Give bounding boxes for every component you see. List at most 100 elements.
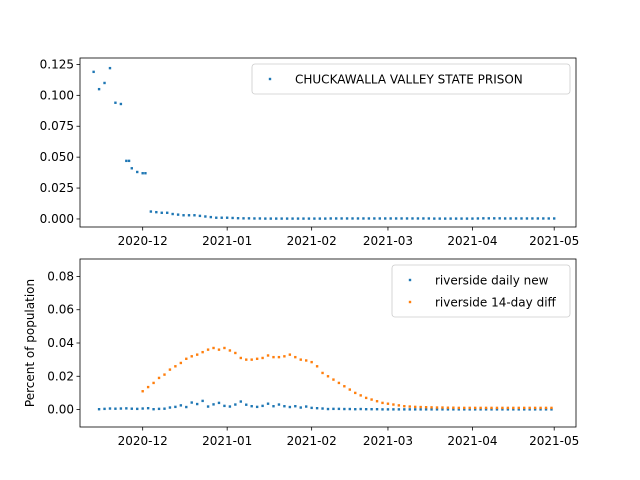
data-point bbox=[152, 381, 155, 385]
data-point bbox=[340, 217, 343, 220]
data-point bbox=[245, 403, 248, 406]
data-point bbox=[495, 408, 499, 411]
data-point bbox=[146, 385, 150, 389]
data-point bbox=[97, 87, 101, 91]
data-point bbox=[255, 405, 259, 409]
y-tick-label: 0.000 bbox=[40, 212, 74, 226]
data-point bbox=[490, 408, 493, 411]
data-point bbox=[446, 406, 450, 409]
x-tick-label: 2021-03 bbox=[363, 234, 413, 248]
data-point bbox=[463, 408, 466, 411]
data-point bbox=[277, 403, 281, 406]
data-point bbox=[443, 217, 447, 220]
data-point bbox=[250, 358, 253, 361]
data-point bbox=[435, 408, 439, 411]
data-point bbox=[310, 360, 313, 364]
data-point bbox=[452, 408, 455, 411]
data-point bbox=[296, 217, 300, 220]
data-point bbox=[247, 217, 251, 220]
x-tick-label: 2021-05 bbox=[529, 434, 579, 448]
data-point bbox=[498, 217, 501, 220]
data-point bbox=[517, 406, 520, 410]
data-point bbox=[501, 408, 504, 411]
data-point bbox=[299, 406, 302, 409]
data-point bbox=[343, 385, 346, 388]
data-point bbox=[422, 217, 425, 220]
series-riverside-daily-new bbox=[97, 399, 553, 411]
data-point bbox=[160, 211, 163, 214]
data-point bbox=[223, 346, 226, 350]
data-point bbox=[457, 406, 461, 410]
data-point bbox=[471, 217, 474, 220]
data-point bbox=[373, 217, 376, 220]
data-point bbox=[168, 406, 172, 409]
data-point bbox=[174, 365, 177, 368]
data-point bbox=[193, 214, 196, 217]
data-point bbox=[476, 217, 480, 220]
data-point bbox=[157, 376, 161, 380]
data-point bbox=[141, 172, 144, 175]
data-point bbox=[484, 406, 488, 410]
data-point bbox=[523, 408, 526, 411]
data-point bbox=[362, 217, 365, 220]
data-point bbox=[460, 217, 463, 220]
data-point bbox=[334, 217, 338, 220]
data-point bbox=[343, 407, 346, 411]
data-point bbox=[195, 353, 199, 356]
x-tick-label: 2021-01 bbox=[202, 234, 252, 248]
data-point bbox=[552, 217, 556, 220]
data-point bbox=[231, 216, 234, 220]
data-point bbox=[408, 405, 411, 408]
x-tick-label: 2021-04 bbox=[447, 434, 497, 448]
data-point bbox=[484, 408, 488, 411]
data-point bbox=[119, 102, 123, 106]
x-tick-label: 2021-02 bbox=[287, 234, 337, 248]
data-point bbox=[182, 214, 185, 217]
data-point bbox=[386, 408, 390, 411]
data-point bbox=[171, 212, 174, 216]
data-point bbox=[157, 407, 161, 411]
data-point bbox=[348, 407, 352, 411]
data-point bbox=[479, 408, 482, 411]
data-point bbox=[275, 217, 278, 220]
data-point bbox=[174, 405, 177, 409]
x-tick-label: 2020-12 bbox=[118, 434, 168, 448]
data-point bbox=[315, 407, 319, 410]
legend: CHUCKAWALLA VALLEY STATE PRISON bbox=[251, 63, 571, 95]
data-point bbox=[503, 217, 507, 220]
legend-box bbox=[251, 63, 571, 95]
data-point bbox=[433, 217, 436, 220]
data-point bbox=[250, 405, 253, 408]
data-point bbox=[294, 405, 297, 408]
data-point bbox=[479, 406, 482, 410]
data-point bbox=[468, 408, 471, 411]
data-point bbox=[533, 406, 537, 410]
data-point bbox=[512, 408, 515, 411]
data-point bbox=[400, 217, 403, 220]
data-point bbox=[354, 408, 357, 411]
data-point bbox=[280, 217, 283, 220]
data-point bbox=[419, 405, 422, 409]
legend: riverside daily new riverside 14-day diff bbox=[391, 264, 571, 318]
data-point bbox=[536, 217, 540, 220]
data-point bbox=[397, 404, 401, 407]
data-point bbox=[430, 406, 433, 409]
data-point bbox=[103, 407, 106, 411]
data-point bbox=[348, 388, 352, 391]
data-point bbox=[245, 358, 248, 361]
data-point bbox=[187, 214, 191, 217]
data-point bbox=[550, 408, 553, 411]
legend-box bbox=[391, 264, 571, 318]
data-point bbox=[223, 404, 226, 408]
data-point bbox=[416, 217, 420, 220]
data-point bbox=[108, 407, 112, 410]
data-point bbox=[283, 355, 286, 358]
data-point bbox=[136, 407, 139, 411]
data-point bbox=[414, 408, 417, 411]
data-point bbox=[185, 405, 188, 409]
x-tick-label: 2021-02 bbox=[287, 434, 337, 448]
data-point bbox=[375, 400, 379, 403]
data-point bbox=[92, 70, 95, 74]
data-point bbox=[97, 408, 101, 411]
